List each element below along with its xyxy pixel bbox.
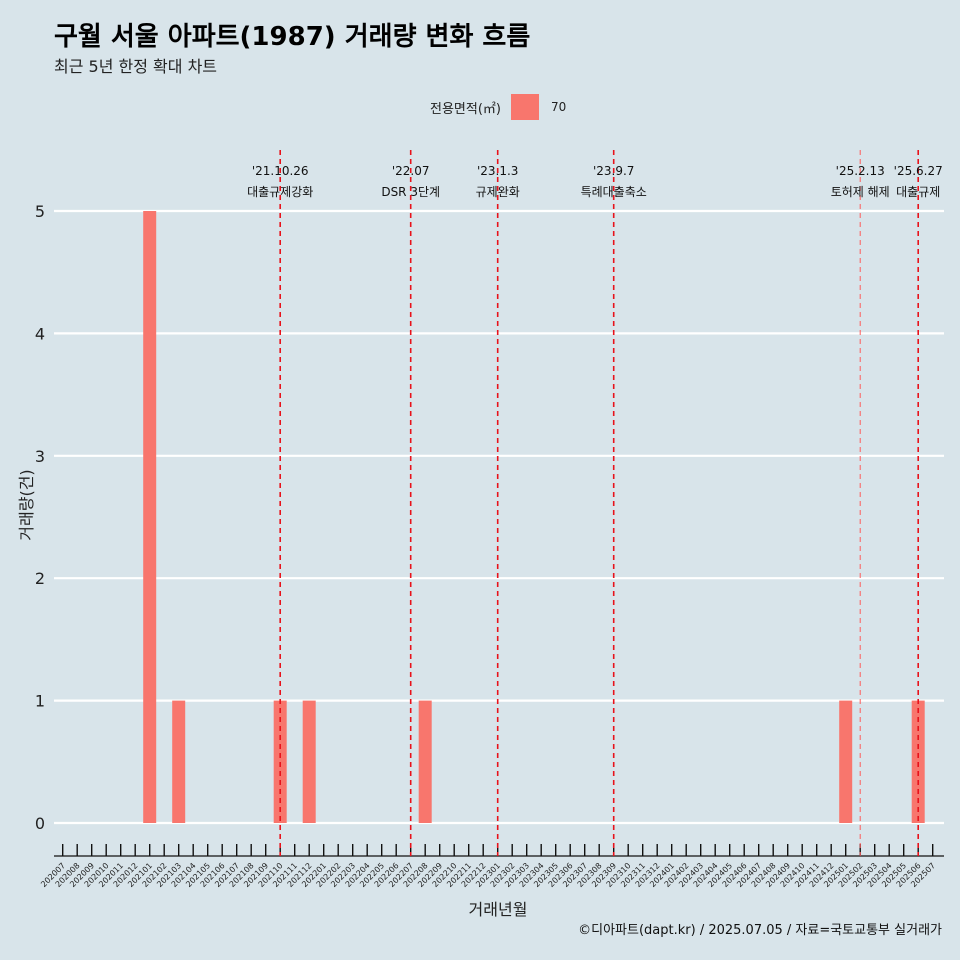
legend: 전용면적(㎡) 70 — [430, 94, 566, 120]
event-label: 대출규제 — [896, 185, 940, 199]
y-tick-label: 1 — [35, 692, 45, 711]
bar — [839, 700, 853, 823]
event-date: '23.9.7 — [593, 164, 634, 178]
legend-title: 전용면적(㎡) — [430, 101, 501, 117]
bar — [911, 700, 925, 823]
event-label: 규제완화 — [476, 185, 520, 199]
y-tick-label: 0 — [35, 814, 45, 833]
bar — [273, 700, 287, 823]
event-date: '23.1.3 — [477, 164, 518, 178]
event-label: DSR 3단계 — [381, 185, 440, 199]
bar — [143, 211, 157, 823]
event-date: '22.07 — [392, 164, 430, 178]
y-tick-label: 3 — [35, 447, 45, 466]
legend-swatch — [510, 94, 539, 120]
chart-title: 구월 서울 아파트(1987) 거래량 변화 흐름 — [54, 22, 531, 52]
bar — [418, 700, 432, 823]
x-axis-title: 거래년월 — [469, 900, 528, 919]
legend-key: 70 — [550, 100, 567, 114]
event-label: 특례대출축소 — [581, 185, 647, 199]
event-date: '25.2.13 — [836, 164, 885, 178]
event-date: '21.10.26 — [252, 164, 309, 178]
event-label: 토허제 해제 — [831, 185, 890, 199]
chart-subtitle: 최근 5년 한정 확대 차트 — [54, 57, 218, 76]
event-label: 대출규제강화 — [247, 185, 313, 199]
y-tick-label: 2 — [35, 569, 45, 588]
source-caption: ©디아파트(dapt.kr) / 2025.07.05 / 자료=국토교통부 실… — [578, 923, 942, 938]
event-date: '25.6.27 — [894, 164, 943, 178]
bar — [172, 700, 186, 823]
bar — [302, 700, 316, 823]
y-tick-label: 5 — [35, 202, 45, 221]
y-axis-title: 거래량(건) — [17, 469, 36, 540]
y-tick-label: 4 — [35, 324, 45, 343]
